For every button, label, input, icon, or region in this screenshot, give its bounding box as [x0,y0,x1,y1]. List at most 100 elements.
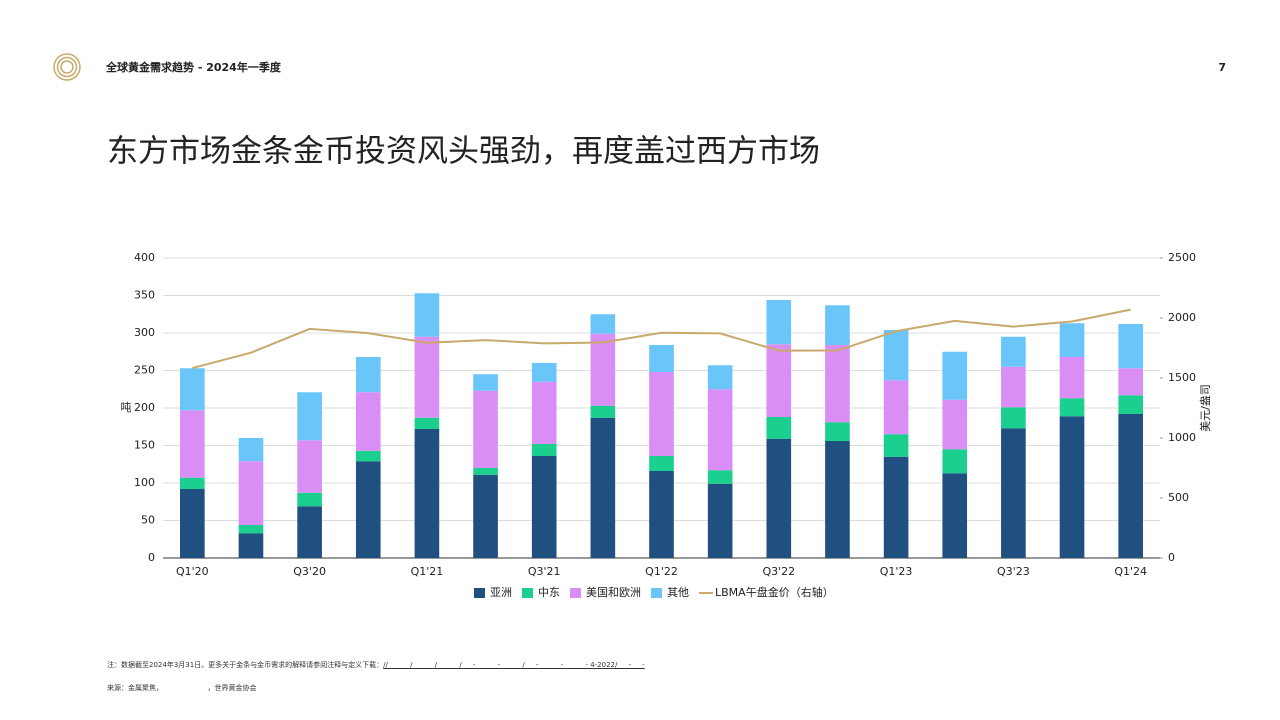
bar-segment [883,434,909,457]
y-tick-label: 350 [134,289,155,302]
x-tick-label: Q3'22 [762,565,795,578]
bar-segment [707,389,733,471]
bar-segment [473,468,498,475]
footnote: 注：数据截至2024年3月31日。更多关于金条与金币需求的解释请参阅注释与定义下… [107,660,645,670]
bar-segment [297,506,322,558]
legend-label: 其他 [667,586,689,599]
bar-segment [414,293,440,337]
bar-segment [649,471,674,558]
bar-segment [707,365,733,390]
bar-segment [707,483,733,558]
legend-label: 中东 [538,586,560,599]
bar-segment [825,305,850,345]
bar-segment [1059,323,1085,357]
bar-segment [766,438,792,558]
y-tick-label: 300 [134,326,155,339]
y2-tick-label: 500 [1168,491,1189,504]
bar-segment [825,422,850,441]
bar-segment [883,456,909,558]
bar-segment [942,351,968,400]
x-tick-label: Q1'23 [880,565,913,578]
bar-segment [1118,414,1143,558]
legend-swatch [570,588,581,598]
bar-segment [1059,357,1085,399]
bar-segment [707,470,733,484]
price-line [192,308,1131,370]
y-tick-label: 150 [134,439,155,452]
bar-segment [1118,324,1143,369]
bar-segment [180,477,205,489]
bar-segment [590,405,616,418]
bar-segment [1001,366,1026,408]
bar-segment [649,372,674,456]
footnote-note: 注：数据截至2024年3月31日。更多关于金条与金币需求的解释请参阅注释与定义下… [107,661,384,669]
bar-segment [766,344,792,417]
bar-segment [297,492,322,507]
y-tick-label: 0 [148,551,155,564]
bar-segment [414,336,440,418]
bar-segment [825,345,850,423]
bar-segment [297,392,322,441]
bar-segment [531,456,557,558]
bar-segment [590,314,616,334]
y2-tick-label: 2000 [1168,311,1196,324]
bar-segment [531,381,557,444]
legend-label: 亚洲 [490,586,512,599]
bar-segment [238,461,264,525]
bar-segment [649,345,674,372]
x-tick-label: Q1'21 [411,565,444,578]
x-tick-label: Q3'23 [997,565,1030,578]
bar-segment [766,417,792,439]
bar-segment [473,374,498,391]
bar-segment [1118,395,1143,414]
logo [53,53,81,81]
bar-segment [180,368,205,411]
bar-segment [414,429,440,558]
bar-segment [180,489,205,558]
y2-tick-label: 1000 [1168,431,1196,444]
bar-segment [883,330,909,381]
bar-segment [355,357,381,393]
bar-segment [180,410,205,478]
y-tick-label: 250 [134,364,155,377]
bar-segment [531,444,557,456]
bar-segment [238,438,264,462]
y2-tick-label: 2500 [1168,251,1196,264]
page-title: 东方市场金条金币投资风头强劲，再度盖过西方市场 [107,134,820,170]
bar-segment [942,473,968,558]
bar-segment [942,399,968,450]
bar-segment [1001,407,1026,429]
report-name: 全球黄金需求趋势 - 2024年一季度 [105,60,282,74]
source: 来源：金属聚焦， ，世界黄金协会 [107,684,257,692]
bar-segment [473,390,498,468]
bar-segment [766,300,792,345]
bar-segment [1059,416,1085,558]
legend-swatch [522,588,533,598]
bar-segment [883,380,909,435]
x-tick-label: Q3'21 [528,565,561,578]
y-tick-label: 400 [134,251,155,264]
bar-segment [355,461,381,558]
bar-segment [1059,398,1085,417]
page-number: 7 [1218,61,1226,74]
y-tick-label: 100 [134,476,155,489]
bar-segment [355,392,381,451]
x-tick-label: Q3'20 [293,565,326,578]
legend-swatch [651,588,662,598]
bar-segment [1118,368,1143,396]
y-axis-label: 吨 [121,401,132,414]
bar-segment [649,456,674,471]
x-tick-label: Q1'22 [645,565,678,578]
bar-segment [590,417,616,558]
bar-segment [238,525,264,534]
bar-segment [1001,336,1026,367]
bar-segment [825,441,850,558]
bar-segment [1001,428,1026,558]
bar-segment [355,450,381,462]
bar-segment [590,333,616,406]
legend-swatch [474,588,485,598]
bar-segment [473,474,498,558]
y2-axis-label: 美元/盎司 [1198,384,1212,432]
y2-tick-label: 1500 [1168,371,1196,384]
